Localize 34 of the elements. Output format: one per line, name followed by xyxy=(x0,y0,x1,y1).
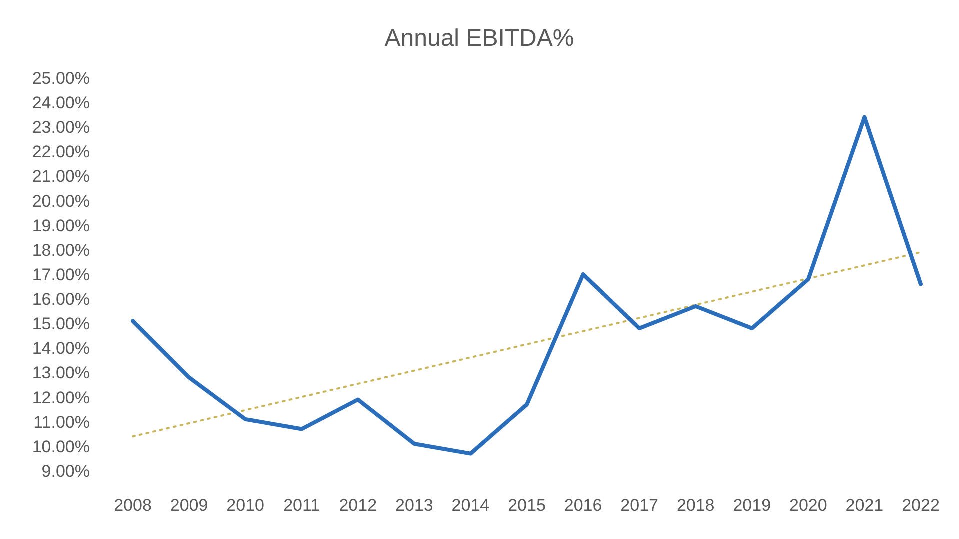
y-tick-label: 14.00% xyxy=(32,339,90,358)
y-tick-label: 24.00% xyxy=(32,94,90,113)
y-tick-label: 12.00% xyxy=(32,388,90,408)
y-tick-label: 13.00% xyxy=(32,364,90,383)
x-tick-label: 2017 xyxy=(620,496,658,515)
chart-title: Annual EBITDA% xyxy=(384,25,574,52)
y-tick-label: 17.00% xyxy=(32,265,90,284)
y-tick-label: 22.00% xyxy=(32,142,90,162)
y-tick-label: 23.00% xyxy=(32,118,90,138)
line-series xyxy=(131,115,923,456)
y-tick-label: 9.00% xyxy=(42,462,90,481)
x-tick-label: 2019 xyxy=(733,496,772,515)
x-tick-label: 2018 xyxy=(676,496,715,515)
x-tick-label: 2021 xyxy=(846,496,884,515)
x-tick-label: 2022 xyxy=(902,496,940,515)
x-tick-label: 2012 xyxy=(339,496,378,515)
y-tick-label: 19.00% xyxy=(32,216,90,236)
x-tick-label: 2009 xyxy=(170,496,208,515)
x-tick-label: 2014 xyxy=(452,496,490,515)
y-tick-label: 18.00% xyxy=(32,240,90,260)
x-tick-label: 2020 xyxy=(790,496,828,515)
y-tick-label: 25.00% xyxy=(32,68,90,88)
y-tick-label: 10.00% xyxy=(32,437,90,456)
y-tick-label: 15.00% xyxy=(32,314,90,334)
y-tick-label: 11.00% xyxy=(34,412,90,432)
x-tick-label: 2010 xyxy=(226,496,264,515)
x-tick-label: 2016 xyxy=(564,496,602,515)
x-tick-label: 2008 xyxy=(114,496,152,515)
x-tick-label: 2013 xyxy=(396,496,434,515)
y-tick-label: 21.00% xyxy=(32,167,90,186)
x-tick-label: 2011 xyxy=(284,496,320,515)
y-tick-label: 16.00% xyxy=(32,290,90,310)
x-tick-label: 2015 xyxy=(508,496,546,515)
y-tick-label: 20.00% xyxy=(32,192,90,211)
